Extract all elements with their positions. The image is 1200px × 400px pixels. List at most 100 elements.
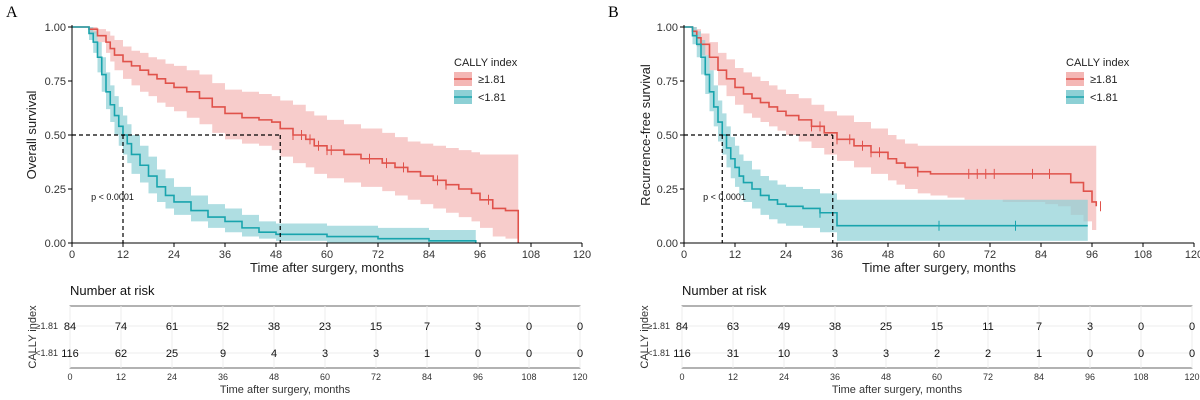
risk-x-tick-label: 96 [473,372,483,382]
x-tick-label: 108 [1134,249,1152,261]
legend-label-low: <1.81 [478,92,506,104]
risk-count: 25 [880,321,892,333]
risk-count: 52 [217,321,229,333]
x-tick-label: 60 [321,249,333,261]
risk-count: 10 [778,348,790,360]
risk-count: 3 [373,348,379,360]
x-tick-label: 24 [168,249,180,261]
risk-count: 1 [424,348,430,360]
y-axis-title: Overall survival [24,90,39,179]
x-axis-title: Time after surgery, months [862,260,1016,275]
risk-y-axis-title: CALLY index [639,305,651,369]
risk-x-tick-label: 120 [572,372,587,382]
risk-count: 9 [220,348,226,360]
risk-x-tick-label: 60 [320,372,330,382]
x-tick-label: 24 [780,249,792,261]
y-tick-label: 0.75 [657,76,678,88]
risk-count: 74 [115,321,127,333]
risk-count: 2 [934,348,940,360]
risk-table: Number at risk ≥1.81 84 74 61 52 38 23 15 7 3 0 0 <1.… [27,283,588,396]
legend-title: CALLY index [1066,57,1130,69]
risk-count: 7 [1036,321,1042,333]
x-tick-label: 0 [69,249,75,261]
risk-x-tick-label: 84 [1034,372,1044,382]
risk-x-axis-title: Time after surgery, months [220,384,351,396]
risk-count: 3 [883,348,889,360]
risk-x-tick-label: 12 [116,372,126,382]
risk-count: 84 [676,321,688,333]
confidence-band-high [684,27,1097,233]
risk-x-tick-label: 72 [983,372,993,382]
risk-count: 1 [1036,348,1042,360]
risk-count: 49 [778,321,790,333]
x-tick-label: 84 [1035,249,1047,261]
risk-count: 0 [577,321,583,333]
risk-x-tick-label: 24 [779,372,789,382]
confidence-band-low [684,27,1088,241]
x-tick-label: 48 [270,249,282,261]
x-tick-label: 72 [372,249,384,261]
risk-row-label-low: <1.81 [647,348,670,358]
x-tick-label: 12 [117,249,129,261]
risk-count: 63 [727,321,739,333]
risk-count: 116 [61,348,79,360]
legend: CALLY index ≥1.81 <1.81 [1066,57,1130,104]
risk-count: 0 [475,348,481,360]
risk-table-title: Number at risk [70,283,155,298]
x-tick-label: 12 [729,249,741,261]
risk-count: 7 [424,321,430,333]
y-tick-label: 1.00 [45,22,66,34]
x-tick-label: 96 [1086,249,1098,261]
legend-label-high: ≥1.81 [1090,74,1117,86]
legend: CALLY index ≥1.81 <1.81 [454,57,518,104]
y-tick-label: 1.00 [657,22,678,34]
risk-x-tick-label: 108 [1133,372,1148,382]
risk-row-label-high: ≥1.81 [648,321,670,331]
legend-label-high: ≥1.81 [478,74,505,86]
legend-title: CALLY index [454,57,518,69]
risk-count: 38 [829,321,841,333]
risk-count: 3 [1087,321,1093,333]
risk-count: 3 [475,321,481,333]
risk-count: 0 [1138,348,1144,360]
x-tick-label: 36 [831,249,843,261]
risk-x-tick-label: 72 [371,372,381,382]
x-tick-label: 48 [882,249,894,261]
risk-x-tick-label: 48 [881,372,891,382]
risk-x-tick-label: 96 [1085,372,1095,382]
risk-count: 15 [370,321,382,333]
risk-table: Number at risk ≥1.81 84 63 49 38 25 15 11 7 3 0 0 <1.… [639,283,1200,396]
risk-table-title: Number at risk [682,283,767,298]
risk-count: 2 [985,348,991,360]
risk-count: 15 [931,321,943,333]
y-axis-title: Recurrence-free survival [638,64,653,206]
risk-count: 0 [1138,321,1144,333]
x-tick-label: 108 [522,249,540,261]
risk-x-tick-label: 0 [679,372,684,382]
y-tick-label: 0.00 [657,238,678,250]
risk-count: 0 [1189,348,1195,360]
risk-count: 0 [526,348,532,360]
x-tick-label: 84 [423,249,435,261]
risk-row-label-high: ≥1.81 [36,321,58,331]
risk-x-axis-title: Time after surgery, months [832,384,963,396]
risk-count: 61 [166,321,178,333]
risk-count: 0 [577,348,583,360]
risk-count: 38 [268,321,280,333]
risk-count: 116 [673,348,691,360]
x-tick-label: 120 [573,249,591,261]
panel-letter: A [6,4,18,21]
risk-row-label-low: <1.81 [35,348,58,358]
p-value: p < 0.0001 [91,192,134,202]
y-tick-label: 0.50 [657,130,678,142]
risk-count: 3 [322,348,328,360]
survival-curve-low [684,26,1088,227]
legend-label-low: <1.81 [1090,92,1118,104]
risk-x-tick-label: 60 [932,372,942,382]
y-tick-label: 0.25 [45,184,66,196]
risk-x-tick-label: 108 [521,372,536,382]
risk-x-tick-label: 48 [269,372,279,382]
y-tick-label: 0.50 [45,130,66,142]
panel-b: B0.000.250.500.751.000 12 24 36 48 60 72 84 96 10… [608,4,1200,396]
